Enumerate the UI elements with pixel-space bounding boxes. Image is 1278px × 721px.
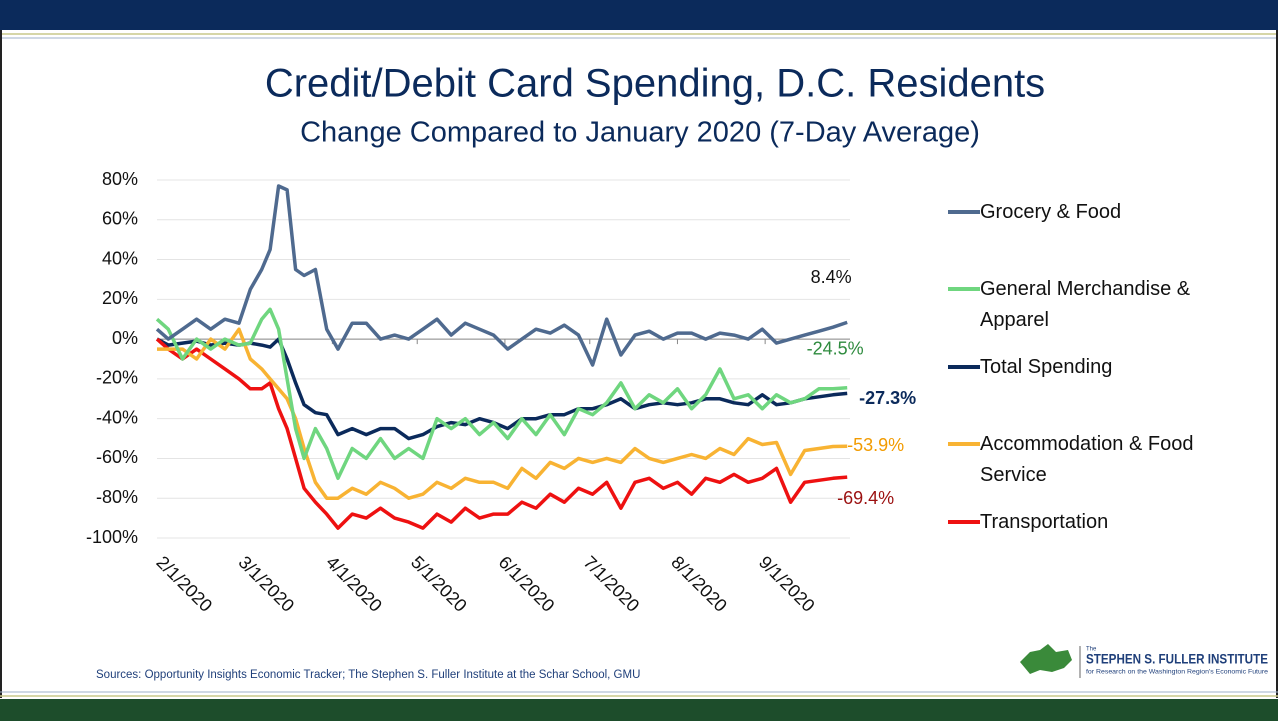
legend-label: Grocery & Food [980, 201, 1122, 223]
y-tick-label: 60% [102, 209, 138, 229]
legend-item: Accommodation & Food Service [948, 431, 1238, 491]
x-tick-label: 3/1/2020 [234, 552, 298, 616]
x-tick-label: 4/1/2020 [322, 552, 386, 616]
y-tick-label: -80% [96, 487, 138, 507]
logo-tagline: for Research on the Washington Region's … [1086, 669, 1268, 676]
logo-the: The [1086, 647, 1097, 653]
legend-label: Total Spending [980, 356, 1113, 378]
legend-item: Total Spending [948, 354, 1238, 383]
series-line [155, 337, 848, 530]
x-tick-label: 2/1/2020 [152, 552, 216, 616]
y-tick-label: 0% [112, 328, 138, 348]
y-tick-label: 40% [102, 248, 138, 268]
legend-label: General Merchandise & Apparel [980, 278, 1191, 331]
source-note: Sources: Opportunity Insights Economic T… [96, 669, 640, 681]
y-tick-label: -20% [96, 368, 138, 388]
legend-swatch [948, 287, 980, 291]
x-tick-label: 5/1/2020 [407, 552, 471, 616]
legend-swatch [948, 365, 980, 369]
series-line [155, 307, 848, 481]
legend-item: Transportation [948, 509, 1238, 538]
series-line [157, 327, 848, 500]
y-tick-label: -40% [96, 407, 138, 427]
legend-swatch [948, 442, 980, 446]
logo-shape [1020, 644, 1072, 674]
x-tick-label: 8/1/2020 [667, 552, 731, 616]
end-label: -24.5% [807, 339, 864, 359]
bottom-band [0, 699, 1278, 721]
chart-title: Credit/Debit Card Spending, D.C. Residen… [265, 62, 1045, 106]
x-tick-label: 7/1/2020 [580, 552, 644, 616]
end-label: -53.9% [847, 435, 904, 455]
top-band [0, 0, 1278, 30]
legend-swatch [948, 520, 980, 524]
end-label: 8.4% [811, 267, 852, 287]
logo-name: STEPHEN S. FULLER INSTITUTE [1086, 651, 1268, 667]
end-label: -27.3% [859, 388, 916, 408]
x-tick-label: 6/1/2020 [495, 552, 559, 616]
y-tick-label: 20% [102, 288, 138, 308]
series-line [156, 337, 848, 441]
y-tick-label: -60% [96, 447, 138, 467]
series-line [155, 184, 848, 367]
x-tick-label: 9/1/2020 [755, 552, 819, 616]
y-tick-label: -100% [86, 527, 138, 547]
end-label: -69.4% [837, 488, 894, 508]
chart-subtitle: Change Compared to January 2020 (7-Day A… [300, 117, 980, 149]
y-tick-label: 80% [102, 169, 138, 189]
legend-item: Grocery & Food [948, 199, 1238, 228]
legend-swatch [948, 210, 980, 214]
legend-label: Accommodation & Food Service [980, 433, 1194, 486]
legend-label: Transportation [980, 511, 1109, 533]
legend-item: General Merchandise & Apparel [948, 276, 1238, 336]
